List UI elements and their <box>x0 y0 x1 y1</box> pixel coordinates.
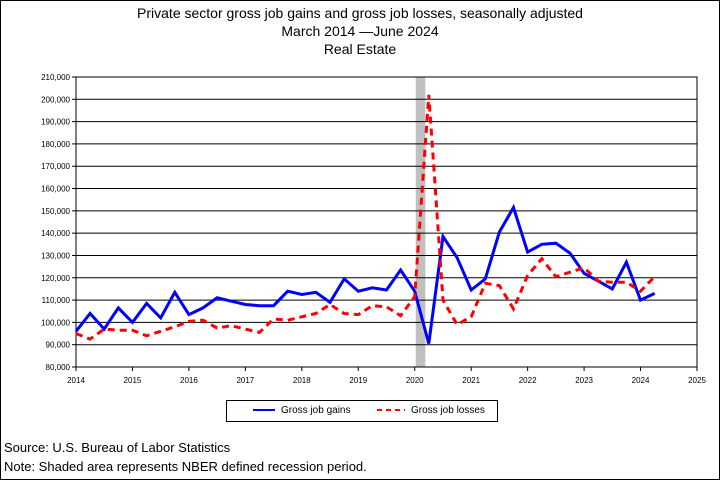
plot-border <box>75 76 698 368</box>
legend-losses-swatch <box>377 409 405 411</box>
x-tick-label: 2022 <box>519 376 537 385</box>
legend-gains-label: Gross job gains <box>281 405 351 416</box>
chart-legend: Gross job gains Gross job losses <box>226 400 498 422</box>
gross-job-losses-line <box>75 94 656 341</box>
x-tick-label: 2014 <box>67 376 85 385</box>
y-tick-label: 130,000 <box>41 251 70 260</box>
x-tick-label: 2025 <box>688 376 706 385</box>
y-tick-label: 80,000 <box>46 363 71 372</box>
y-tick-label: 120,000 <box>41 274 70 283</box>
x-tick-label: 2018 <box>293 376 311 385</box>
recession-note: Note: Shaded area represents NBER define… <box>4 459 367 474</box>
y-tick-label: 160,000 <box>41 185 70 194</box>
y-tick-label: 100,000 <box>41 318 70 327</box>
x-tick-label: 2016 <box>180 376 198 385</box>
x-tick-label: 2015 <box>124 376 142 385</box>
gross-job-gains-line <box>74 203 656 344</box>
chart-subtitle-industry: Real Estate <box>323 41 397 57</box>
chart-title: Private sector gross job gains and gross… <box>137 5 583 21</box>
chart-subtitle-period: March 2014 —June 2024 <box>281 23 439 39</box>
y-tick-label: 90,000 <box>46 341 71 350</box>
y-tick-label: 140,000 <box>41 229 70 238</box>
y-tick-label: 190,000 <box>41 118 70 127</box>
legend-gains-swatch <box>253 409 275 411</box>
legend-losses-label: Gross job losses <box>411 405 485 416</box>
chart-title-block: Private sector gross job gains and gross… <box>0 4 720 58</box>
source-note: Source: U.S. Bureau of Labor Statistics <box>4 440 231 455</box>
x-tick-label: 2020 <box>406 376 424 385</box>
x-tick-label: 2023 <box>575 376 593 385</box>
y-tick-label: 150,000 <box>41 207 70 216</box>
x-tick-label: 2017 <box>236 376 254 385</box>
x-tick-label: 2024 <box>632 376 650 385</box>
y-tick-label: 180,000 <box>41 140 70 149</box>
y-tick-label: 110,000 <box>42 296 71 305</box>
y-tick-label: 210,000 <box>41 73 70 82</box>
y-tick-label: 200,000 <box>41 95 70 104</box>
y-tick-label: 170,000 <box>41 162 70 171</box>
x-tick-label: 2021 <box>462 376 480 385</box>
x-tick-label: 2019 <box>349 376 367 385</box>
